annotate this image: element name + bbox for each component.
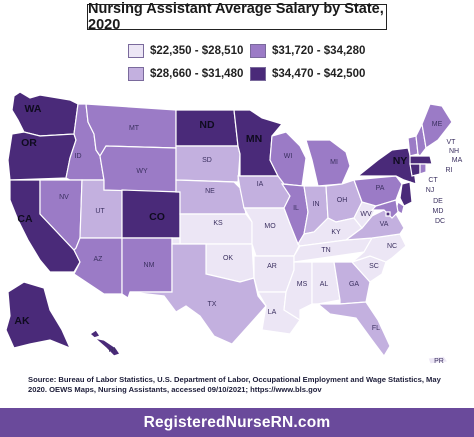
state-al[interactable] [311, 261, 341, 305]
state-label-tn: TN [321, 247, 330, 254]
state-label-wa: WA [25, 103, 42, 115]
state-label-co: CO [149, 211, 165, 223]
state-nh[interactable] [415, 122, 427, 157]
state-label-ga: GA [349, 281, 359, 288]
state-label-in: IN [313, 201, 320, 208]
state-me[interactable] [421, 103, 453, 150]
state-label-pr: PR [434, 358, 444, 365]
state-label-sd: SD [202, 157, 212, 164]
legend-item-tier-1: $22,350 - $28,510 [128, 44, 243, 58]
legend-item-tier-2: $28,660 - $31,480 [128, 67, 243, 81]
state-nj[interactable] [399, 181, 413, 207]
state-label-ny: NY [393, 155, 408, 167]
legend-swatch [250, 67, 266, 81]
state-md[interactable] [370, 199, 399, 219]
state-label-nh: NH [449, 148, 459, 155]
state-mi[interactable] [305, 139, 351, 187]
state-label-ks: KS [213, 220, 223, 227]
state-label-ne: NE [205, 188, 215, 195]
state-label-mo: MO [264, 223, 276, 230]
state-label-ak: AK [14, 315, 30, 327]
state-label-wi: WI [284, 153, 293, 160]
state-label-vt: VT [447, 139, 457, 146]
state-label-al: AL [320, 281, 329, 288]
us-state-map: WA OR CA ID NV UT AZ MT WY CO NM ND SD N… [5, 91, 463, 365]
state-label-ar: AR [267, 263, 277, 270]
state-label-nc: NC [387, 243, 397, 250]
state-label-ky: KY [331, 229, 341, 236]
legend-item-tier-4: $34,470 - $42,500 [250, 67, 365, 81]
state-label-nj: NJ [426, 187, 435, 194]
state-label-il: IL [293, 205, 299, 212]
state-sd[interactable] [175, 145, 241, 183]
state-hi[interactable] [89, 329, 121, 357]
state-label-sc: SC [369, 263, 379, 270]
state-label-tx: TX [208, 301, 217, 308]
legend-label: $22,350 - $28,510 [150, 45, 244, 57]
state-wa[interactable] [11, 91, 79, 137]
legend-swatch [250, 44, 266, 58]
state-label-mn: MN [246, 133, 262, 145]
legend-item-tier-3: $31,720 - $34,280 [250, 44, 365, 58]
state-label-wy: WY [136, 168, 148, 175]
state-or[interactable] [7, 131, 77, 181]
state-label-nd: ND [199, 119, 215, 131]
state-label-az: AZ [94, 256, 104, 263]
state-label-or: OR [21, 137, 37, 149]
state-label-ok: OK [223, 255, 233, 262]
state-label-wv: WV [360, 211, 372, 218]
legend-label: $28,660 - $31,480 [150, 68, 244, 80]
state-az[interactable] [73, 237, 123, 295]
state-label-md: MD [433, 208, 444, 215]
state-label-ut: UT [95, 208, 105, 215]
state-ak[interactable] [5, 281, 72, 350]
state-label-me: ME [432, 121, 443, 128]
legend: $22,350 - $28,510 $31,720 - $34,280 $28,… [128, 44, 388, 96]
state-fl[interactable] [316, 301, 391, 358]
state-label-mt: MT [129, 125, 140, 132]
state-label-nm: NM [144, 262, 155, 269]
state-label-dc: DC [435, 218, 445, 225]
legend-label: $34,470 - $42,500 [272, 68, 366, 80]
state-ne[interactable] [175, 179, 247, 215]
source-note: Source: Bureau of Labor Statistics, U.S.… [28, 375, 441, 395]
state-ct[interactable] [409, 163, 421, 177]
map-title: Nursing Assistant Average Salary by Stat… [87, 1, 387, 33]
state-label-pa: PA [376, 185, 385, 192]
legend-swatch [128, 67, 144, 81]
state-label-ca: CA [17, 213, 33, 225]
state-label-la: LA [268, 309, 277, 316]
state-ri[interactable] [419, 163, 427, 175]
footer-banner[interactable]: RegisteredNurseRN.com [0, 408, 474, 437]
state-label-de: DE [433, 198, 443, 205]
state-pr[interactable] [427, 355, 450, 365]
state-label-oh: OH [337, 197, 348, 204]
state-dc[interactable] [385, 211, 391, 217]
state-ks[interactable] [179, 213, 253, 245]
state-label-nv: NV [59, 194, 69, 201]
state-label-ia: IA [257, 181, 264, 188]
legend-label: $31,720 - $34,280 [272, 45, 366, 57]
state-label-ms: MS [297, 281, 308, 288]
state-label-hi: HI [109, 347, 116, 354]
state-tx[interactable] [129, 243, 267, 345]
legend-swatch [128, 44, 144, 58]
state-ma[interactable] [409, 155, 433, 165]
state-label-ri: RI [446, 167, 453, 174]
state-label-va: VA [380, 221, 389, 228]
state-label-ma: MA [452, 157, 463, 164]
state-label-ct: CT [428, 177, 438, 184]
state-label-id: ID [75, 153, 82, 160]
state-label-fl: FL [372, 325, 380, 332]
state-label-mi: MI [330, 159, 338, 166]
